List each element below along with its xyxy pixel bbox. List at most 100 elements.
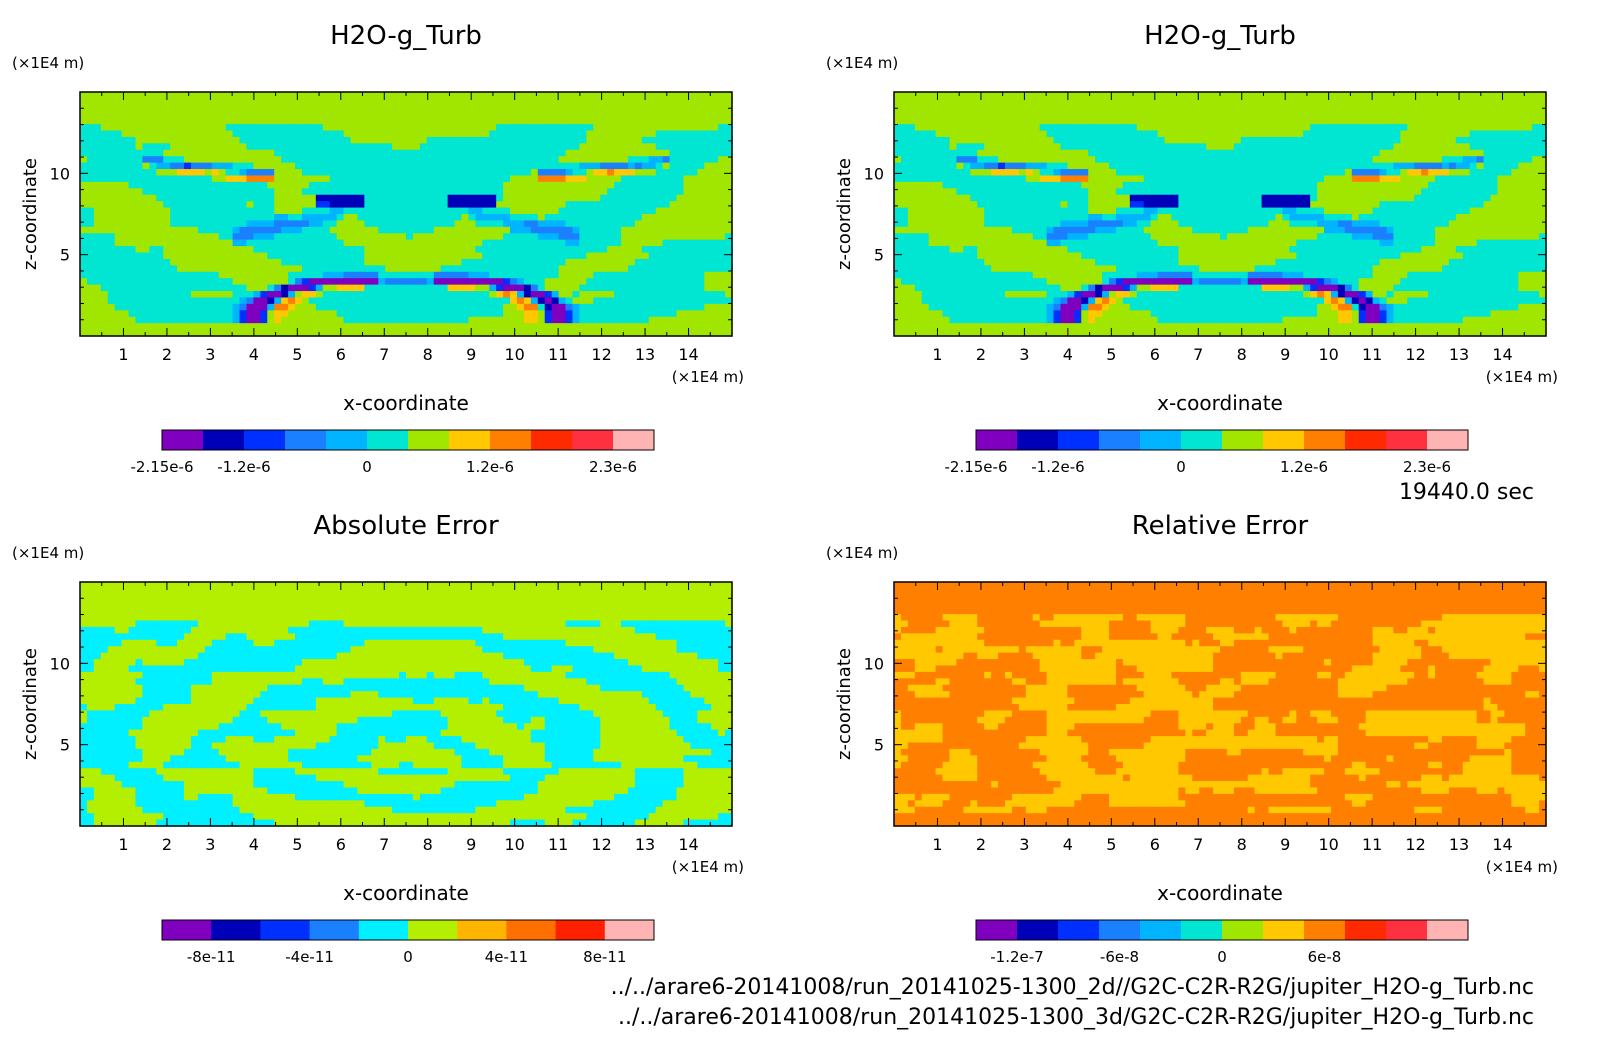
heatmap-cell — [530, 104, 539, 112]
heatmap-cell — [447, 316, 456, 324]
heatmap-cell — [1435, 149, 1443, 157]
heatmap-cell — [627, 226, 636, 234]
heatmap-cell — [725, 271, 733, 279]
heatmap-cell — [454, 265, 463, 273]
heatmap-cell — [239, 233, 248, 241]
heatmap-cell — [600, 252, 608, 260]
heatmap-cell — [412, 188, 421, 196]
heatmap-cell — [593, 233, 601, 241]
heatmap-cell — [392, 303, 400, 311]
heatmap-cell — [308, 284, 317, 292]
heatmap-cell — [253, 252, 261, 260]
heatmap-cell — [634, 323, 643, 331]
heatmap-cell — [475, 98, 483, 106]
heatmap-cell — [121, 143, 130, 151]
heatmap-cell — [475, 226, 483, 234]
heatmap-cell — [225, 316, 234, 324]
heatmap-cell — [1046, 162, 1055, 170]
heatmap-cell — [475, 284, 483, 292]
heatmap-cell — [454, 188, 463, 196]
heatmap-cell — [177, 265, 185, 273]
heatmap-cell — [412, 316, 421, 324]
heatmap-cell — [621, 201, 629, 209]
heatmap-cell — [100, 92, 109, 100]
heatmap-cell — [482, 92, 490, 100]
heatmap-cell — [1372, 98, 1381, 106]
heatmap-cell — [301, 201, 310, 209]
heatmap-cell — [156, 265, 164, 273]
heatmap-cell — [1247, 175, 1256, 183]
heatmap-cell — [1525, 104, 1533, 112]
heatmap-cell — [627, 188, 636, 196]
heatmap-cell — [315, 124, 324, 132]
heatmap-cell — [447, 303, 456, 311]
colorbar-frame — [161, 429, 655, 451]
heatmap-cell — [232, 136, 241, 144]
heatmap-cell — [544, 297, 553, 305]
heatmap-cell — [93, 149, 102, 157]
heatmap-cell — [627, 124, 636, 132]
heatmap-cell — [184, 226, 192, 234]
heatmap-cell — [135, 181, 144, 189]
heatmap-cell — [565, 207, 574, 215]
heatmap-cell — [447, 284, 456, 292]
heatmap-cell — [942, 104, 951, 112]
heatmap-cell — [1143, 104, 1152, 112]
heatmap-cell — [544, 124, 553, 132]
heatmap-cell — [177, 316, 185, 324]
heatmap-cell — [190, 169, 199, 177]
heatmap-cell — [1393, 111, 1401, 119]
heatmap-cell — [274, 297, 282, 305]
heatmap-cell — [1421, 111, 1429, 119]
heatmap-cell — [489, 175, 497, 183]
heatmap-cell — [412, 310, 421, 318]
heatmap-cell — [537, 175, 546, 183]
heatmap-cell — [579, 130, 587, 138]
heatmap-cell — [204, 136, 213, 144]
x-tick-label: 8 — [423, 345, 433, 364]
heatmap-cell — [468, 207, 476, 215]
heatmap-cell — [218, 143, 227, 151]
heatmap-cell — [267, 310, 275, 318]
heatmap-cell — [1240, 143, 1249, 151]
heatmap-cell — [690, 111, 698, 119]
heatmap-cell — [288, 104, 296, 112]
heatmap-cell — [184, 207, 192, 215]
heatmap-cell — [551, 297, 560, 305]
heatmap-cell — [607, 220, 615, 228]
heatmap-cell — [406, 201, 414, 209]
heatmap-cell — [239, 169, 248, 177]
heatmap-cell — [1226, 175, 1235, 183]
heatmap-cell — [530, 98, 539, 106]
colorbar-swatch — [367, 430, 409, 450]
heatmap-cell — [329, 111, 338, 119]
heatmap-cell — [357, 265, 365, 273]
heatmap-cell — [308, 98, 317, 106]
heatmap-cell — [655, 111, 664, 119]
heatmap-cell — [288, 162, 296, 170]
heatmap-cell — [170, 278, 178, 286]
heatmap-cell — [1150, 111, 1159, 119]
heatmap-cell — [1157, 149, 1166, 157]
heatmap-cell — [956, 143, 964, 151]
heatmap-cell — [1129, 136, 1138, 144]
heatmap-cell — [544, 316, 553, 324]
heatmap-cell — [1386, 143, 1395, 151]
heatmap-cell — [648, 284, 657, 292]
heatmap-cell — [468, 124, 476, 132]
heatmap-cell — [558, 175, 567, 183]
heatmap-cell — [204, 201, 213, 209]
heatmap-cell — [211, 149, 220, 157]
heatmap-cell — [998, 117, 1006, 125]
heatmap-cell — [371, 169, 379, 177]
heatmap-cell — [93, 297, 102, 305]
heatmap-cell — [579, 252, 587, 260]
heatmap-cell — [295, 246, 303, 254]
heatmap-cell — [1497, 111, 1505, 119]
heatmap-cell — [579, 156, 587, 164]
heatmap-cell — [454, 252, 463, 260]
heatmap-cell — [503, 226, 511, 234]
heatmap-cell — [447, 92, 456, 100]
heatmap-cell — [1247, 104, 1256, 112]
heatmap-cell — [718, 130, 726, 138]
